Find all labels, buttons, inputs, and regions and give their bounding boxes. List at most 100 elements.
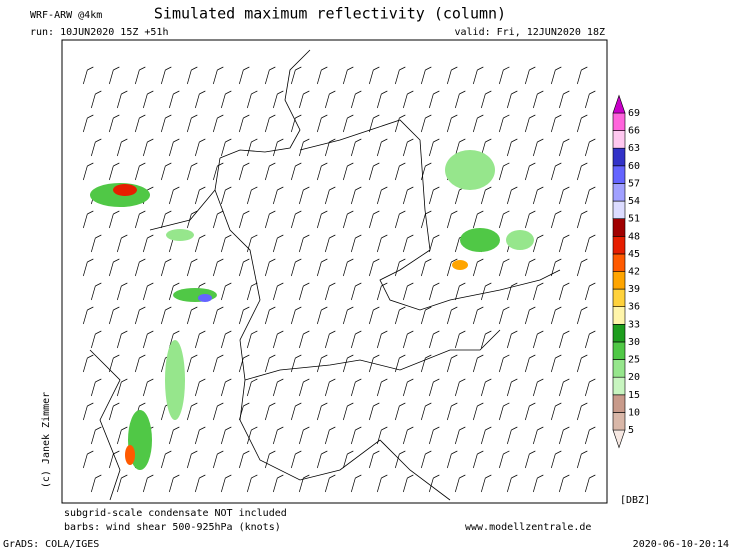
barb bbox=[134, 306, 146, 325]
echo bbox=[506, 230, 534, 250]
barb bbox=[402, 234, 414, 253]
barb bbox=[576, 306, 588, 325]
barb bbox=[342, 258, 354, 277]
barb bbox=[558, 186, 570, 205]
barb bbox=[428, 282, 440, 301]
barb bbox=[298, 234, 310, 253]
barb bbox=[480, 90, 492, 109]
barb bbox=[446, 66, 458, 85]
barb bbox=[506, 138, 518, 157]
barb bbox=[420, 402, 432, 421]
barb bbox=[246, 90, 258, 109]
colorbar-label: 48 bbox=[628, 231, 640, 242]
colorbar-swatch bbox=[612, 147, 626, 167]
barb bbox=[584, 90, 596, 109]
barb bbox=[368, 210, 380, 229]
border bbox=[244, 329, 501, 381]
colorbar-label: 20 bbox=[628, 372, 640, 383]
barb bbox=[134, 114, 146, 133]
barb bbox=[90, 90, 102, 109]
echo bbox=[125, 445, 135, 465]
barb bbox=[186, 354, 198, 373]
barb bbox=[368, 114, 380, 133]
barb bbox=[264, 306, 276, 325]
barb bbox=[324, 474, 336, 493]
echo bbox=[165, 340, 185, 420]
barb bbox=[446, 450, 458, 469]
barb bbox=[264, 162, 276, 181]
barb bbox=[584, 378, 596, 397]
barb bbox=[220, 138, 232, 157]
barb bbox=[194, 474, 206, 493]
barb bbox=[576, 210, 588, 229]
barb bbox=[446, 306, 458, 325]
barb bbox=[584, 282, 596, 301]
colorbar-label: 5 bbox=[628, 425, 634, 436]
barb bbox=[142, 234, 154, 253]
colorbar-label: 45 bbox=[628, 249, 640, 260]
barb bbox=[342, 450, 354, 469]
colorbar-label: 42 bbox=[628, 267, 640, 278]
barb bbox=[428, 426, 440, 445]
barb bbox=[324, 90, 336, 109]
colorbar-label: 54 bbox=[628, 196, 640, 207]
barb bbox=[90, 426, 102, 445]
barb bbox=[446, 258, 458, 277]
barb bbox=[524, 450, 536, 469]
barb bbox=[480, 186, 492, 205]
colorbar-label: 33 bbox=[628, 319, 640, 330]
colorbar-swatch bbox=[612, 218, 626, 237]
barb bbox=[116, 138, 128, 157]
barb bbox=[90, 378, 102, 397]
barb bbox=[480, 330, 492, 349]
colorbar-swatch bbox=[612, 359, 626, 378]
barb bbox=[194, 234, 206, 253]
barb bbox=[342, 306, 354, 325]
barb bbox=[82, 162, 94, 181]
barb bbox=[82, 354, 94, 373]
barb bbox=[402, 426, 414, 445]
barb bbox=[186, 66, 198, 85]
barb bbox=[108, 306, 120, 325]
barb bbox=[524, 258, 536, 277]
colorbar-swatch bbox=[612, 341, 626, 360]
barb bbox=[82, 66, 94, 85]
barb bbox=[472, 306, 484, 325]
barb bbox=[480, 282, 492, 301]
barb bbox=[168, 186, 180, 205]
barb bbox=[558, 90, 570, 109]
colorbar-label: 39 bbox=[628, 284, 640, 295]
barb bbox=[472, 66, 484, 85]
barb bbox=[290, 210, 302, 229]
barb bbox=[324, 330, 336, 349]
echo bbox=[460, 228, 500, 252]
barb bbox=[550, 210, 562, 229]
barb bbox=[368, 258, 380, 277]
barb bbox=[454, 474, 466, 493]
colorbar-label: 69 bbox=[628, 108, 640, 119]
barb bbox=[506, 378, 518, 397]
barb bbox=[368, 66, 380, 85]
barb bbox=[402, 282, 414, 301]
colorbar-swatch bbox=[612, 200, 626, 219]
barb bbox=[116, 330, 128, 349]
barb bbox=[558, 378, 570, 397]
barb bbox=[498, 66, 510, 85]
colorbar-unit: [DBZ] bbox=[620, 495, 650, 506]
barb bbox=[160, 210, 172, 229]
colorbar-label: 15 bbox=[628, 390, 640, 401]
barb bbox=[186, 162, 198, 181]
barb bbox=[108, 450, 120, 469]
barb bbox=[376, 234, 388, 253]
barb bbox=[532, 474, 544, 493]
barb bbox=[108, 66, 120, 85]
barb bbox=[108, 162, 120, 181]
barb bbox=[350, 378, 362, 397]
barb bbox=[220, 330, 232, 349]
barb bbox=[290, 402, 302, 421]
echo bbox=[113, 184, 137, 196]
barb bbox=[90, 330, 102, 349]
barb bbox=[550, 114, 562, 133]
barb bbox=[342, 354, 354, 373]
